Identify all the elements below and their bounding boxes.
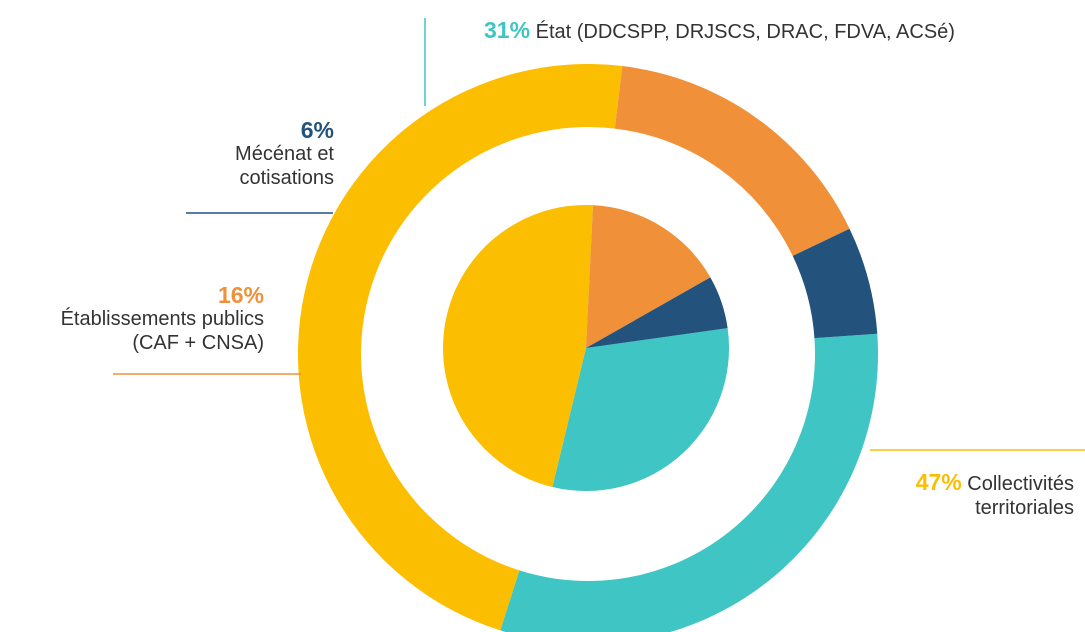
label-etablissements: 16% Établissements publics (CAF + CNSA) (0, 283, 264, 355)
label-mecenat-percent: 6% (300, 117, 334, 143)
label-mecenat: 6% Mécénat et cotisations (150, 118, 334, 190)
label-etablissements-name-line2: (CAF + CNSA) (132, 332, 264, 354)
label-mecenat-name-line1: Mécénat et (235, 143, 334, 165)
pie-slice-collectivites-territoriales (442, 204, 593, 487)
label-collectivites-name-line2: territoriales (975, 497, 1074, 519)
label-etablissements-name-line1: Établissements publics (60, 308, 264, 330)
label-collectivites-name-line1: Collectivités (967, 473, 1074, 495)
label-mecenat-name-line2: cotisations (239, 167, 335, 189)
ring-slice-etat-ddcspp (500, 333, 878, 632)
ring-slice-etablissements-publics (614, 66, 850, 256)
label-etat: 31% État (DDCSPP, DRJSCS, DRAC, FDVA, AC… (484, 18, 955, 44)
label-collectivites-percent: 47% (915, 469, 962, 495)
ring-slice-collectivites-territoriales (297, 63, 623, 631)
label-etat-name: État (DDCSPP, DRJSCS, DRAC, FDVA, ACSé) (535, 21, 955, 43)
label-etat-percent: 31% (484, 17, 531, 43)
ring-slice-mecenat-et (792, 228, 878, 339)
pie-slice-mecenat-et (586, 277, 728, 348)
pie-slice-etat-ddcspp (552, 328, 730, 492)
label-collectivites: 47% Collectivités territoriales (876, 470, 1074, 520)
label-etablissements-percent: 16% (217, 282, 264, 308)
pie-slice-etablissements-publics (586, 205, 711, 348)
